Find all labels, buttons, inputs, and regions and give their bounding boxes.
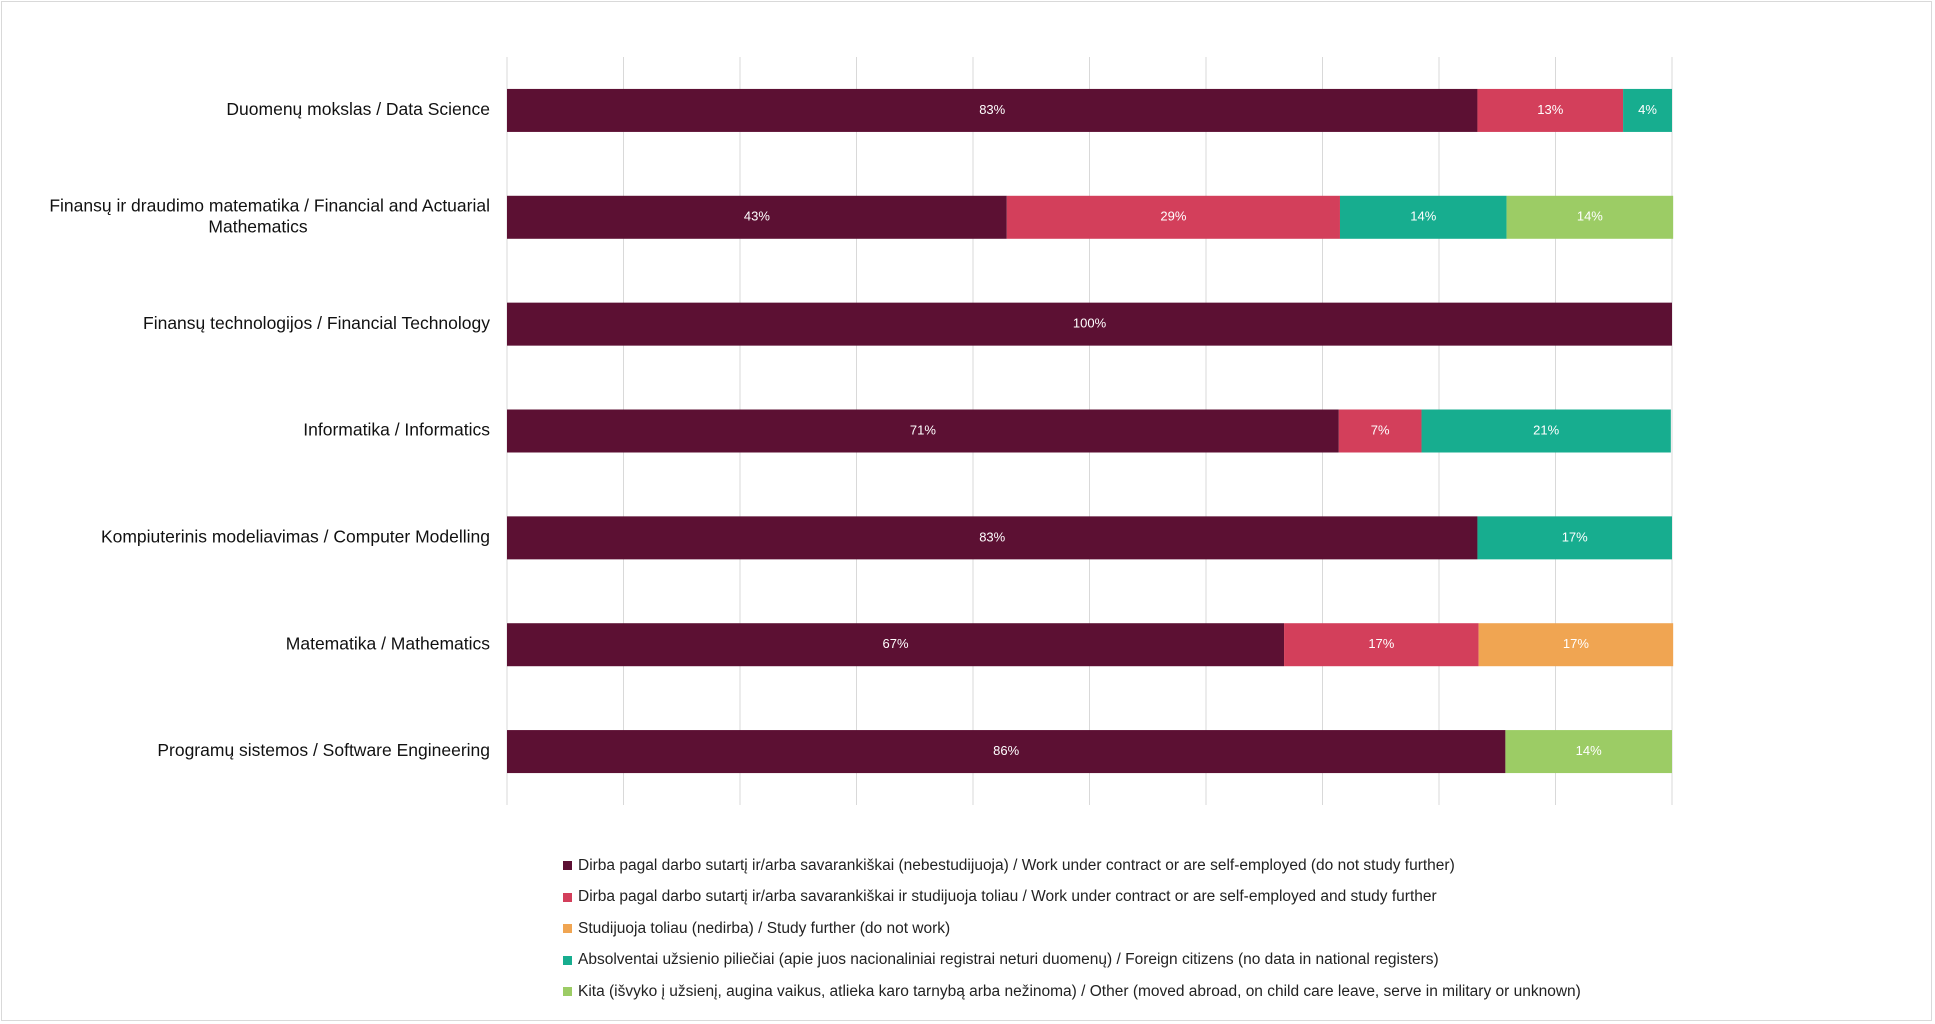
bar-segment <box>1505 730 1672 774</box>
bar-segment <box>1339 195 1507 239</box>
legend-item: Dirba pagal darbo sutartį ir/arba savara… <box>563 882 1581 914</box>
legend-item: Absolventai užsienio piliečiai (apie juo… <box>563 945 1581 977</box>
data-label: 100% <box>1073 316 1107 331</box>
data-label: 17% <box>1563 636 1589 651</box>
data-label: 71% <box>910 422 936 437</box>
data-label: 14% <box>1410 209 1436 224</box>
category-label: Matematika / Mathematics <box>286 633 490 653</box>
bar-segment <box>1478 623 1674 667</box>
legend-label: Studijuoja toliau (nedirba) / Study furt… <box>578 919 951 937</box>
bar-segment <box>1284 623 1479 667</box>
legend-item: Kita (išvyko į užsienį, augina vaikus, a… <box>563 976 1581 1008</box>
category-label: Informatika / Informatics <box>303 420 490 440</box>
data-label: 83% <box>979 102 1005 117</box>
bar-segment <box>1006 195 1340 239</box>
bar-segment <box>507 409 1339 453</box>
category-label: Mathematics <box>208 216 307 236</box>
data-label: 43% <box>744 209 770 224</box>
bar-segment <box>1421 409 1671 453</box>
category-label: Programų sistemos / Software Engineering <box>157 740 490 760</box>
bar-segment <box>1623 88 1672 132</box>
bar-segment <box>507 730 1506 774</box>
legend-label: Dirba pagal darbo sutartį ir/arba savara… <box>578 856 1455 874</box>
category-label: Finansų technologijos / Financial Techno… <box>143 313 490 333</box>
legend: Dirba pagal darbo sutartį ir/arba savara… <box>563 850 1581 1008</box>
data-label: 4% <box>1638 102 1657 117</box>
data-label: 86% <box>993 743 1019 758</box>
category-label: Finansų ir draudimo matematika / Financi… <box>49 195 490 215</box>
data-label: 83% <box>979 529 1005 544</box>
bar-segment <box>1338 409 1422 453</box>
category-label: Duomenų mokslas / Data Science <box>226 99 490 119</box>
category-label: Kompiuterinis modeliavimas / Computer Mo… <box>101 526 490 546</box>
data-label: 21% <box>1533 422 1559 437</box>
legend-swatch <box>563 955 572 965</box>
data-label: 13% <box>1537 102 1563 117</box>
data-label: 29% <box>1160 209 1186 224</box>
legend-label: Kita (išvyko į užsienį, augina vaikus, a… <box>578 982 1581 1000</box>
bar-segment <box>1506 195 1674 239</box>
bar-segment <box>507 623 1285 667</box>
legend-swatch <box>563 987 572 997</box>
bar-segment <box>507 195 1007 239</box>
legend-swatch <box>563 892 572 902</box>
bar-segment <box>1477 88 1624 132</box>
bar-segment <box>1477 516 1672 560</box>
data-label: 17% <box>1368 636 1394 651</box>
legend-swatch <box>563 861 572 871</box>
bar-segment <box>507 302 1672 346</box>
data-label: 67% <box>883 636 909 651</box>
data-label: 17% <box>1562 529 1588 544</box>
legend-label: Dirba pagal darbo sutartį ir/arba savara… <box>578 888 1437 906</box>
bar-segment <box>507 88 1478 132</box>
data-label: 14% <box>1577 209 1603 224</box>
legend-item: Studijuoja toliau (nedirba) / Study furt… <box>563 913 1581 945</box>
legend-swatch <box>563 924 572 934</box>
data-label: 14% <box>1576 743 1602 758</box>
data-label: 7% <box>1371 422 1390 437</box>
legend-item: Dirba pagal darbo sutartį ir/arba savara… <box>563 850 1581 882</box>
bar-segment <box>507 516 1478 560</box>
legend-label: Absolventai užsienio piliečiai (apie juo… <box>578 951 1439 969</box>
